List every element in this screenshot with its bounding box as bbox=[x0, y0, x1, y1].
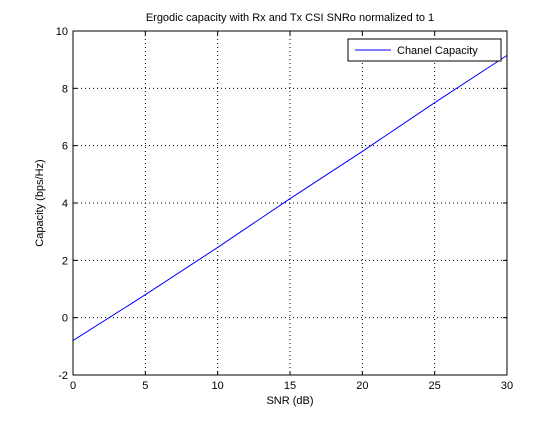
y-tick-label: 2 bbox=[62, 255, 68, 267]
chart-title: Ergodic capacity with Rx and Tx CSI SNRo… bbox=[146, 12, 434, 24]
y-axis-label: Capacity (bps/Hz) bbox=[34, 159, 46, 246]
x-tick-label: 25 bbox=[429, 380, 441, 392]
x-tick-label: 10 bbox=[212, 380, 224, 392]
x-tick-label: 30 bbox=[501, 380, 513, 392]
x-tick-label: 15 bbox=[284, 380, 296, 392]
y-tick-label: -2 bbox=[58, 370, 68, 382]
legend-box bbox=[347, 38, 502, 62]
grid bbox=[73, 31, 507, 375]
y-tick-label: 8 bbox=[62, 83, 68, 95]
x-tick-label: 0 bbox=[70, 380, 76, 392]
y-tick-label: 0 bbox=[62, 313, 68, 325]
y-tick-label: 6 bbox=[62, 141, 68, 153]
ticks bbox=[72, 30, 508, 376]
x-tick-label: 20 bbox=[356, 380, 368, 392]
legend-label-chanel-capacity: Chanel Capacity bbox=[397, 45, 478, 57]
y-tick-label: 4 bbox=[62, 198, 68, 210]
legend: Chanel Capacity bbox=[347, 38, 502, 62]
x-axis-label: SNR (dB) bbox=[266, 395, 313, 407]
series-line-chanel-capacity bbox=[72, 54, 508, 342]
x-tick-label: 5 bbox=[142, 380, 148, 392]
series-layer bbox=[72, 54, 508, 342]
y-tick-label: 10 bbox=[56, 26, 68, 38]
